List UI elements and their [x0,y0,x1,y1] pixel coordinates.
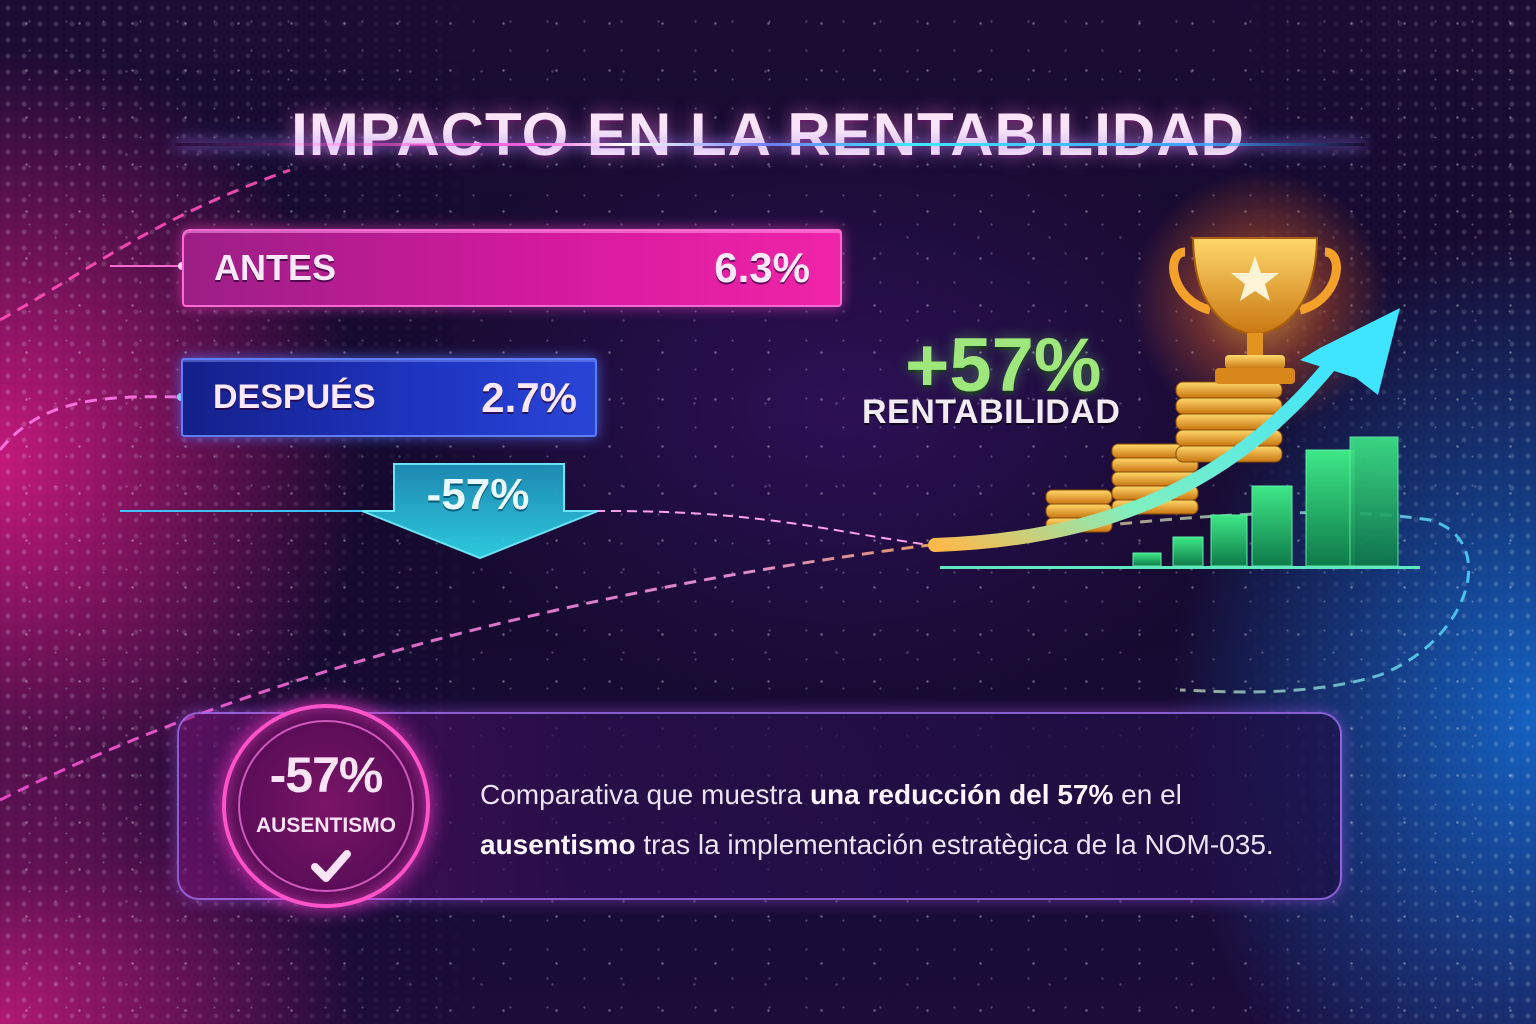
absenteeism-badge: -57% AUSENTISMO [222,704,430,908]
desc-highlight-absenteeism: ausentismo [480,829,636,860]
check-icon [311,850,351,882]
desc-text-3: tras la implementación estratègica de la… [635,829,1274,860]
desc-highlight-reduction: una reducción del 57% [809,779,1114,810]
after-value: 2.7% [481,373,577,421]
desc-text-1: Comparativa que muestra [480,779,810,810]
badge-label: AUSENTISMO [255,814,396,837]
before-bar: ANTES 6.3% [182,229,842,307]
before-value: 6.3% [714,244,810,291]
badge-value: -57% [269,747,384,803]
arrow-down-icon [361,463,599,560]
bar-chart-icon [940,436,1420,569]
title-underline [175,143,1365,146]
trophy-icon [1169,237,1341,384]
coin-stacks-icon [1045,381,1283,533]
after-bar: DESPUÉS 2.7% [181,358,597,437]
summary-description: Comparativa que muestra una reducción de… [480,770,1320,870]
before-label: ANTES [214,247,337,288]
profitability-kpi-value: +57% [905,323,1102,408]
desc-text-2: en el [1113,779,1182,810]
page-title: IMPACTO EN LA RENTABILIDAD [291,101,1245,169]
badge-inner-ring [238,720,414,892]
change-value: -57% [426,470,530,519]
rising-arrow-icon [928,308,1400,552]
after-label: DESPUÉS [213,378,376,416]
profitability-kpi-label: RENTABILIDAD [862,393,1121,431]
